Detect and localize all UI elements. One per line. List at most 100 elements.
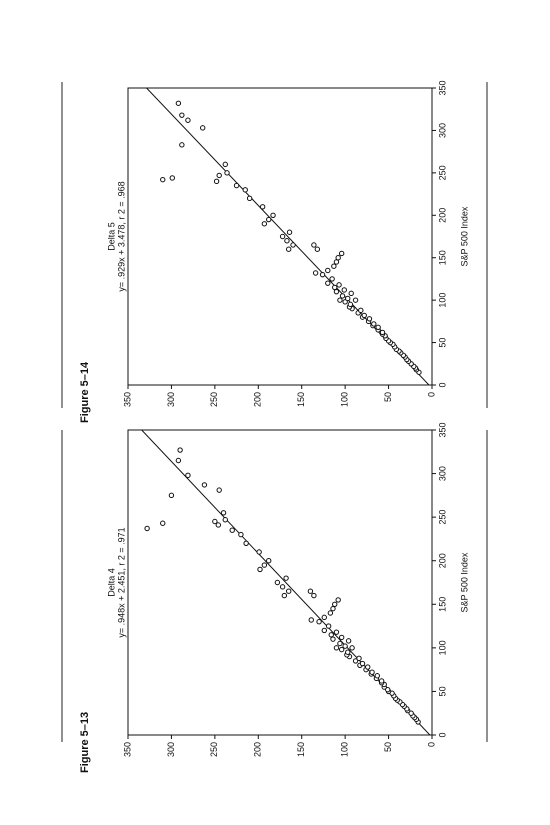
point	[224, 170, 230, 176]
point	[333, 645, 340, 651]
x-tick-label: 200	[437, 208, 447, 223]
point	[337, 640, 343, 647]
point	[375, 324, 381, 330]
point	[175, 100, 182, 106]
point	[342, 299, 348, 305]
point	[330, 605, 336, 612]
point	[356, 655, 362, 662]
point	[359, 660, 366, 667]
plot-frame	[127, 87, 433, 386]
x-tick-label: 350	[437, 422, 447, 437]
point	[281, 592, 288, 599]
point	[337, 297, 343, 303]
point	[266, 216, 272, 223]
point	[321, 627, 327, 634]
y-tick-label: 0	[426, 742, 436, 747]
point	[333, 288, 340, 295]
point	[169, 175, 175, 181]
point	[215, 522, 222, 528]
point	[369, 669, 375, 675]
y-tick-label: 100	[340, 742, 350, 757]
point	[385, 686, 391, 693]
x-tick-label: 50	[437, 686, 447, 696]
point	[285, 246, 292, 252]
y-tick-label: 300	[166, 742, 176, 757]
point	[330, 636, 336, 642]
point	[160, 176, 166, 183]
point	[279, 584, 286, 590]
point	[238, 531, 244, 538]
x-tick-label: 0	[437, 732, 447, 737]
point	[308, 617, 314, 623]
point	[316, 619, 322, 625]
point	[338, 634, 345, 641]
point	[358, 307, 364, 314]
point	[144, 525, 150, 532]
point	[345, 649, 351, 655]
point	[307, 588, 314, 594]
x-tick-label: 300	[437, 123, 447, 138]
point	[332, 284, 338, 291]
x-tick-label: 0	[437, 382, 447, 387]
point	[348, 290, 354, 297]
y-tick-label: 350	[122, 392, 132, 407]
x-tick-label: 150	[437, 597, 447, 612]
point	[365, 664, 371, 670]
point	[242, 187, 248, 193]
point	[352, 658, 359, 664]
point	[213, 178, 220, 185]
point	[257, 566, 263, 573]
point	[220, 510, 227, 516]
y-tick-label: 150	[296, 392, 306, 407]
x-tick-label: 250	[437, 510, 447, 525]
y-tick-label: 0	[426, 392, 436, 397]
point	[333, 629, 340, 635]
point	[284, 238, 290, 244]
point	[216, 487, 222, 493]
y-tick-label: 350	[122, 742, 132, 757]
point	[274, 579, 281, 586]
point	[408, 710, 414, 716]
figure: Figure 5–14 Delta 5 y= .929x + 3.478, r 2 …	[79, 80, 469, 423]
point	[261, 221, 268, 227]
point	[345, 295, 351, 302]
figure-caption: Figure 5–13	[79, 712, 91, 773]
point	[311, 592, 317, 599]
x-tick-label: 100	[437, 640, 447, 655]
point	[279, 233, 286, 240]
point	[256, 549, 262, 555]
point	[347, 301, 354, 308]
x-tick-label: 350	[437, 80, 447, 95]
point	[339, 293, 346, 299]
x-tick-label: 100	[437, 293, 447, 308]
point	[366, 316, 373, 322]
point	[312, 270, 319, 276]
x-tick-label: 200	[437, 553, 447, 568]
point	[327, 610, 334, 616]
point	[185, 472, 191, 479]
point	[325, 267, 331, 274]
plot-frame	[127, 429, 433, 736]
y-tick-label: 300	[166, 392, 176, 407]
point	[374, 673, 380, 679]
point	[342, 643, 348, 649]
chart-title: Delta 5	[106, 222, 116, 251]
point	[212, 518, 218, 525]
y-tick-label: 50	[383, 392, 393, 402]
chart-subtitle: y= .948x + 2.451, r 2 = .971	[116, 527, 126, 637]
point	[321, 614, 327, 621]
point	[325, 280, 331, 286]
point	[338, 250, 345, 257]
y-tick-label: 250	[209, 742, 219, 757]
chart-title: Delta 4	[106, 568, 116, 597]
figure-caption: Figure 5–14	[79, 361, 91, 423]
point	[341, 287, 347, 293]
x-tick-label: 150	[437, 250, 447, 265]
point	[160, 520, 166, 526]
point	[283, 575, 289, 581]
point	[286, 229, 293, 235]
y-tick-label: 150	[296, 742, 306, 757]
point	[349, 645, 355, 651]
chart-subtitle: y= .929x + 3.478, r 2 = .968	[116, 181, 126, 291]
